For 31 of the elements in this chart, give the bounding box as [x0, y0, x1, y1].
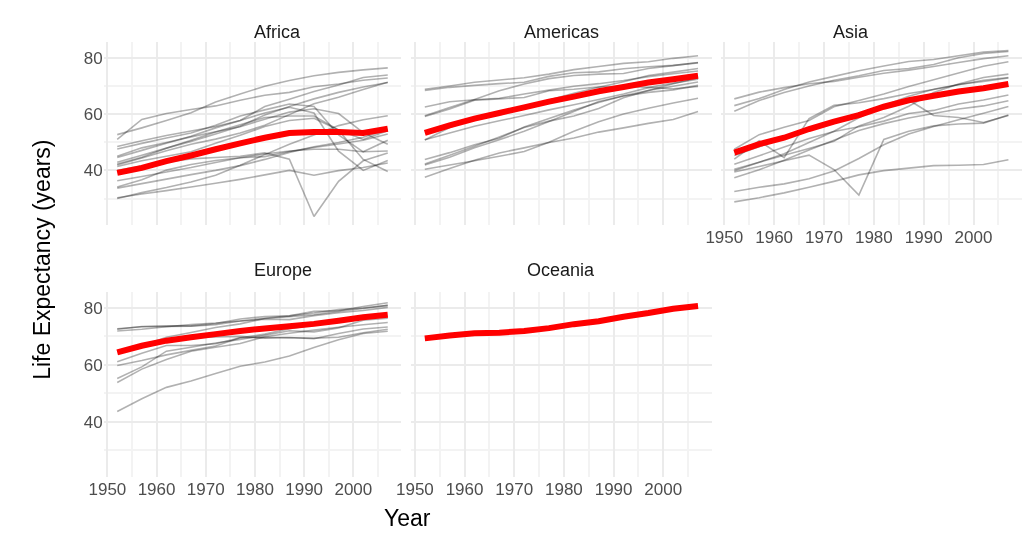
- x-tick-label: 1980: [236, 480, 274, 499]
- x-tick-label: 2000: [334, 480, 373, 499]
- x-tick-label: 1970: [495, 480, 534, 499]
- x-tick-label: 1970: [186, 480, 225, 499]
- x-tick-label: 1960: [137, 480, 176, 499]
- chart-title: Africa: [254, 22, 301, 42]
- chart-title: Americas: [524, 22, 600, 42]
- x-tick-label: 1950: [705, 228, 744, 247]
- x-tick-label: 1980: [544, 480, 583, 499]
- x-tick-label: 1990: [285, 480, 324, 499]
- y-tick-label: 40: [83, 161, 103, 181]
- x-tick-label: 2000: [954, 228, 993, 247]
- x-tick-label: 1950: [395, 480, 434, 499]
- chart-title: Europe: [254, 260, 313, 280]
- x-tick-label: 2000: [644, 480, 683, 499]
- y-tick-label: 80: [83, 298, 103, 318]
- x-tick-label: 1950: [88, 480, 127, 499]
- y-tick-label: 60: [83, 355, 103, 375]
- y-tick-label: 40: [83, 412, 103, 432]
- x-axis-title: Year: [384, 505, 431, 531]
- chart-title: Oceania: [527, 260, 596, 280]
- chart-title: Asia: [833, 22, 869, 42]
- y-tick-label: 80: [83, 48, 103, 68]
- x-tick-label: 1980: [854, 228, 893, 247]
- x-tick-label: 1970: [805, 228, 843, 247]
- y-axis-title: Life Expectancy (years): [28, 139, 55, 380]
- x-tick-label: 1990: [594, 480, 633, 499]
- x-tick-label: 1960: [755, 228, 794, 247]
- x-tick-label: 1960: [445, 480, 484, 499]
- y-tick-label: 60: [83, 105, 103, 125]
- x-tick-label: 1990: [904, 228, 943, 247]
